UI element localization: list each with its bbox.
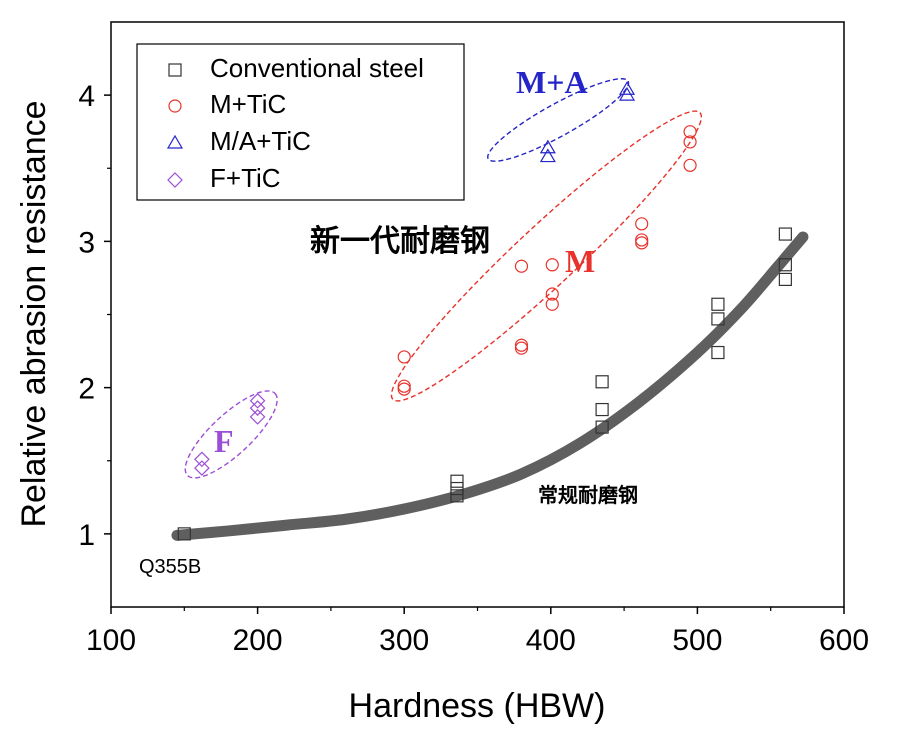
data-point-square (595, 420, 609, 434)
y-tick-label: 1 (78, 519, 95, 552)
x-tick-label: 100 (86, 624, 136, 657)
data-point-circle (545, 297, 559, 311)
data-point-diamond (249, 409, 266, 425)
new-steel-label: 新一代耐磨钢 (310, 224, 490, 259)
legend: Conventional steel M+TiC M/A+TiC F+TiC (136, 43, 465, 201)
y-tick-label: 3 (78, 226, 95, 259)
data-point-square (595, 375, 609, 389)
legend-box (136, 43, 465, 201)
data-point-diamond (249, 392, 266, 409)
data-points (177, 81, 792, 541)
q355b-label: Q355B (139, 556, 201, 578)
data-point-square (711, 297, 725, 311)
data-point-triangle (539, 148, 556, 163)
data-point-circle (397, 382, 411, 396)
data-point-circle (635, 236, 649, 250)
x-tick-label: 600 (819, 624, 869, 657)
legend-label-ma-tic: M/A+TiC (210, 126, 311, 156)
data-point-circle (514, 341, 529, 355)
legend-label-f-tic: F+TiC (210, 163, 281, 193)
x-tick-label: 200 (233, 624, 283, 657)
group-ellipse (390, 110, 703, 402)
data-point-square (711, 345, 725, 360)
data-point-diamond (194, 460, 210, 476)
y-tick-label: 4 (78, 80, 95, 113)
legend-marker-diamond (167, 172, 183, 188)
group-label-ma: M+A (516, 64, 588, 100)
x-tick-label: 500 (672, 624, 722, 657)
data-point-circle (635, 233, 649, 247)
trend-curve (171, 231, 809, 541)
data-point-circle (397, 350, 411, 364)
x-tick-label: 300 (379, 624, 429, 657)
data-point-triangle (618, 86, 636, 101)
data-point-circle (545, 287, 559, 301)
data-point-square (450, 481, 464, 496)
data-point-square (595, 402, 609, 417)
data-point-square (450, 489, 464, 503)
y-axis-title: Relative abrasion resistance (15, 100, 53, 527)
y-tick-label: 2 (78, 373, 95, 406)
data-point-circle (683, 135, 697, 149)
axis-ticks: 100 200 300 400 500 600 1 2 3 4 (78, 80, 869, 657)
data-point-circle (514, 259, 529, 273)
legend-label-conventional-steel: Conventional steel (210, 53, 424, 83)
group-label-f: F (214, 423, 234, 459)
group-ellipse (487, 78, 630, 162)
data-point-circle (635, 217, 649, 231)
group-label-m: M (565, 243, 595, 279)
data-point-triangle (539, 139, 556, 154)
legend-marker-square (168, 63, 182, 77)
legend-marker-circle (168, 99, 182, 113)
x-tick-label: 400 (526, 624, 576, 657)
data-point-square (450, 474, 464, 488)
conventional-steel-label: 常规耐磨钢 (538, 483, 638, 507)
x-axis-title: Hardness (HBW) (349, 687, 606, 725)
data-point-square (778, 272, 792, 286)
data-point-circle (683, 125, 697, 139)
data-point-diamond (194, 451, 210, 468)
group-ellipses (184, 78, 703, 479)
data-point-circle (545, 258, 559, 272)
legend-label-m-tic: M+TiC (210, 89, 286, 119)
data-point-square (778, 227, 792, 241)
data-point-circle (397, 379, 411, 393)
data-point-square (711, 312, 725, 326)
legend-markers (166, 63, 184, 188)
group-ellipse (184, 390, 278, 479)
trend-curve-group (171, 231, 809, 541)
legend-marker-triangle (166, 134, 184, 149)
data-point-square (778, 258, 792, 272)
data-point-triangle (618, 81, 636, 95)
data-point-square (177, 527, 191, 541)
data-point-circle (683, 158, 697, 172)
data-point-circle (514, 338, 529, 352)
data-point-diamond (249, 400, 266, 416)
